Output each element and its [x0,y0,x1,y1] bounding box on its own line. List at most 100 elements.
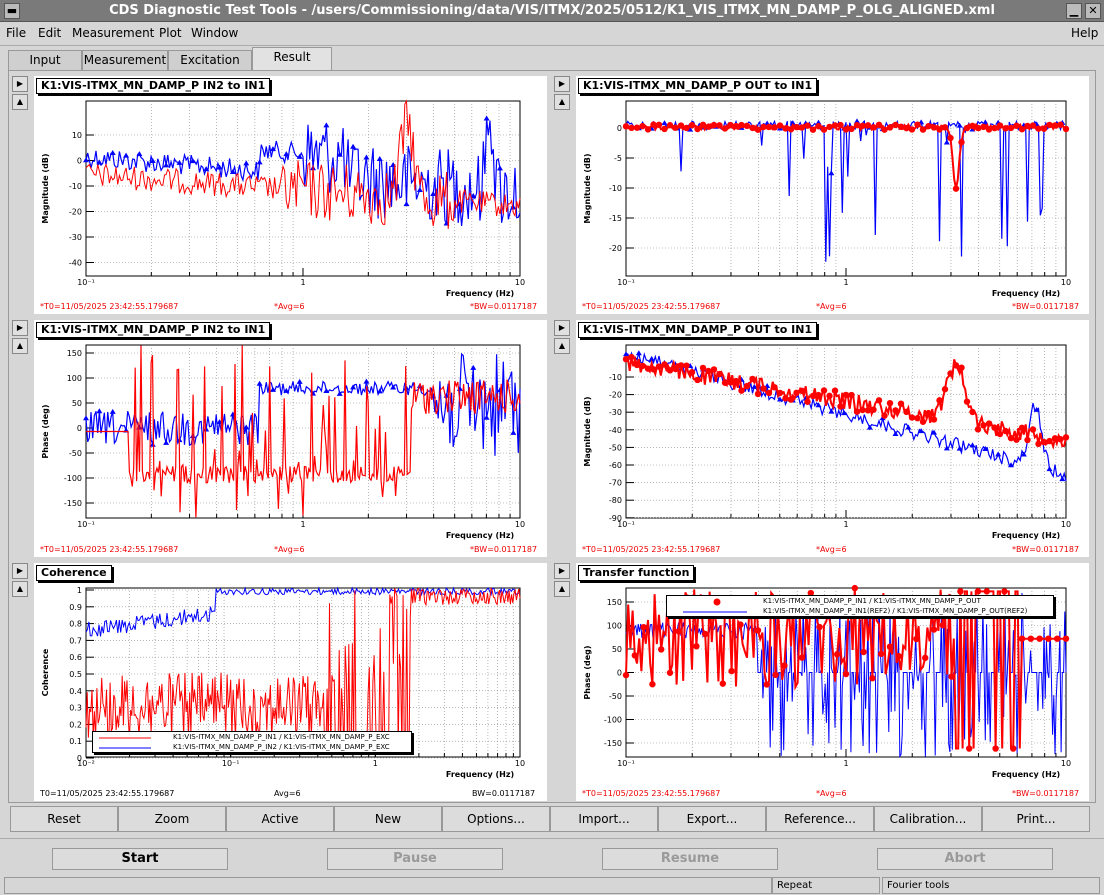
menu-measurement[interactable]: Measurement [72,26,155,40]
y-tick-label: 0.1 [69,737,82,746]
plot-canvas[interactable]: 10⁻¹ 1 10 10 0 -10 -20 -30 -40 Frequency (Hz) Magn… [34,76,547,314]
data-marker [243,424,250,430]
plot-panel[interactable]: K1:VIS-ITMX_MN_DAMP_P IN2 to IN1 10⁻¹ 1 10… [34,76,547,314]
plot-panel[interactable]: K1:VIS-ITMX_MN_DAMP_P OUT to IN1 10⁻¹ 1 10… [576,76,1089,314]
new-button[interactable]: New [334,806,442,832]
panel-collapse-arrow[interactable]: ▲ [554,338,570,354]
y-tick-label: 1 [77,586,82,595]
x-tick-label: 1 [373,759,378,768]
plot-canvas[interactable]: 10⁻¹ 1 10 150 100 50 0 -50 -100 -150 Frequency (Hz… [34,320,547,557]
plot-canvas[interactable]: 10⁻¹ 1 10 -10 -20 -30 -40 -50 -60 -70 -80 -90 Freque… [576,320,1089,557]
plot-title: K1:VIS-ITMX_MN_DAMP_P OUT to IN1 [578,322,818,338]
y-tick-label: -20 [609,391,622,400]
plot-panel[interactable]: Coherence 10⁻² 10⁻¹ 1 10 1 0.9 0.8 0.7 0.6 0.5 0.4… [34,563,547,801]
data-marker [1045,635,1052,642]
y-axis-label: Phase (deg) [583,645,592,699]
data-marker [789,120,796,126]
resume-button[interactable]: Resume [602,848,778,870]
menu-help[interactable]: Help [1071,26,1099,40]
panel-options-arrow[interactable]: ▶ [12,563,28,579]
plot-panel[interactable]: K1:VIS-ITMX_MN_DAMP_P IN2 to IN1 10⁻¹ 1 10… [34,320,547,557]
data-marker [728,667,735,675]
x-axis-label: Frequency (Hz) [446,289,514,298]
data-marker [283,151,290,157]
plot-panel[interactable]: Transfer function 10⁻¹ 1 10 150 100 50 0 -50 -10… [576,563,1089,801]
data-marker [622,123,630,130]
panel-collapse-arrow[interactable]: ▲ [12,338,28,354]
data-marker [699,364,707,372]
panel-options-arrow[interactable]: ▶ [554,320,570,336]
panel-options-arrow[interactable]: ▶ [554,76,570,92]
data-marker [163,162,170,168]
y-tick-label: 150 [607,598,622,607]
data-marker [859,122,866,130]
abort-button[interactable]: Abort [877,848,1053,870]
calibration-button[interactable]: Calibration... [874,806,982,832]
data-marker [149,158,156,164]
plot-panel[interactable]: K1:VIS-ITMX_MN_DAMP_P OUT to IN1 10⁻¹ 1 10… [576,320,1089,557]
close-button[interactable]: ✕ [1085,3,1101,19]
data-marker [787,126,795,133]
data-marker [864,407,872,414]
menu-plot[interactable]: Plot [159,26,182,40]
menu-edit[interactable]: Edit [38,26,62,40]
data-marker [631,652,638,659]
data-marker [363,378,370,384]
data-marker [1007,124,1015,132]
data-marker [798,654,806,661]
tab-excitation[interactable]: Excitation [168,50,252,70]
start-button[interactable]: Start [52,848,228,870]
y-axis-label: Coherence [41,648,50,696]
plot-button-bar: Reset Zoom Active New Options... Import.… [8,806,1096,832]
reset-button[interactable]: Reset [10,806,118,832]
tab-result[interactable]: Result [252,47,332,70]
import-button[interactable]: Import... [550,806,658,832]
options-button[interactable]: Options... [442,806,550,832]
menu-file[interactable]: File [6,26,27,40]
data-marker [727,379,734,386]
minimize-button[interactable]: ▁ [1066,3,1082,19]
window-menu-icon[interactable]: ▬ [4,3,20,19]
data-marker [996,430,1004,438]
menu-window[interactable]: Window [191,26,239,40]
data-marker [149,441,156,447]
zoom-button[interactable]: Zoom [118,806,226,832]
y-tick-label: 0 [77,157,82,166]
data-marker [732,377,740,385]
y-tick-label: -15 [609,214,622,223]
plot-canvas[interactable]: 10⁻² 10⁻¹ 1 10 1 0.9 0.8 0.7 0.6 0.5 0.4 0.3 0.2 0.1 0… [34,563,547,801]
active-button[interactable]: Active [226,806,334,832]
data-marker [416,186,423,192]
data-marker [798,124,806,131]
avg-label: *Avg=6 [274,302,305,311]
panel-collapse-arrow[interactable]: ▲ [554,94,570,110]
data-marker [727,121,734,129]
data-marker [1002,427,1009,435]
data-marker [939,621,946,629]
data-marker [982,446,989,452]
t0-label: *T0=11/05/2025 23:42:55.179687 [582,789,721,798]
panel-options-arrow[interactable]: ▶ [554,563,570,579]
panel-collapse-arrow[interactable]: ▲ [12,581,28,597]
panel-collapse-arrow[interactable]: ▲ [12,94,28,110]
pause-button[interactable]: Pause [327,848,503,870]
plot-canvas[interactable]: 10⁻¹ 1 10 0 -5 -10 -15 -20 Frequency (Hz) Magnitu… [576,76,1089,314]
print-button[interactable]: Print... [982,806,1090,832]
y-tick-label: -10 [609,373,622,382]
bw-label: BW=0.0117187 [472,789,536,798]
tab-input[interactable]: Input [8,50,82,70]
data-marker [816,623,823,631]
panel-collapse-arrow[interactable]: ▲ [554,581,570,597]
panel-options-arrow[interactable]: ▶ [12,76,28,92]
data-marker [633,361,641,369]
data-marker [623,351,629,357]
data-marker [1046,437,1053,445]
panel-options-arrow[interactable]: ▶ [12,320,28,336]
plot-title: Transfer function [578,565,695,581]
avg-label: Avg=6 [274,789,301,798]
data-marker [853,408,861,415]
tab-measurement[interactable]: Measurement [82,50,168,70]
data-marker [947,134,954,142]
reference-button[interactable]: Reference... [766,806,874,832]
export-button[interactable]: Export... [658,806,766,832]
